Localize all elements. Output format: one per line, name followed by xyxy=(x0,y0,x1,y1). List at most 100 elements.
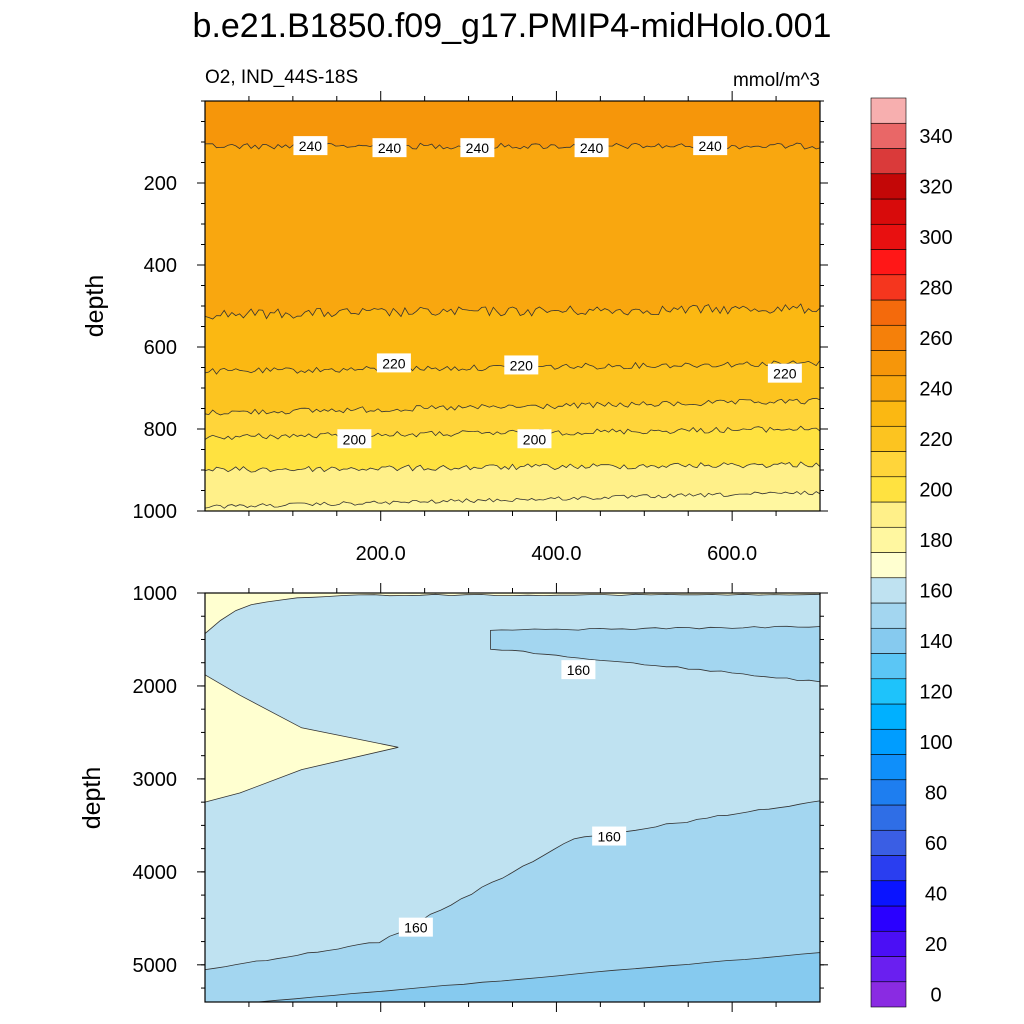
colorbar-swatch-230 xyxy=(870,400,907,427)
upper-contour-label-4: 240 xyxy=(693,136,728,156)
contour-label-text: 160 xyxy=(597,829,621,845)
colorbar-swatch-280 xyxy=(870,274,907,301)
lower-y-tick-label: 4000 xyxy=(133,862,178,884)
lower-band-150-deep xyxy=(204,800,821,1003)
colorbar-tick-label: 240 xyxy=(919,378,952,400)
colorbar-tick-label: 40 xyxy=(925,883,947,905)
upper-contour-label-9: 200 xyxy=(517,429,552,449)
contour-label-text: 220 xyxy=(773,366,797,382)
contour-label-bg xyxy=(376,353,411,373)
upper-contour-label-0: 240 xyxy=(293,136,328,156)
units-label: mmol/m^3 xyxy=(733,70,820,91)
colorbar-swatch-50 xyxy=(870,855,907,882)
colorbar-tick-label: 80 xyxy=(925,782,947,804)
upper-contour-line xyxy=(204,490,821,509)
lower-contour-label-1: 160 xyxy=(592,826,627,846)
colorbar-swatch-340 xyxy=(870,122,907,149)
colorbar-tick-label: 120 xyxy=(919,681,952,703)
colorbar-swatch-10 xyxy=(870,956,907,983)
upper-contour-label-7: 220 xyxy=(767,363,802,383)
lower-contour-fill xyxy=(204,592,821,1003)
lower-axis-ticks: 1000 2000 3000 4000 5000 xyxy=(133,583,828,1012)
contour-label-bg xyxy=(517,429,552,449)
colorbar-tick-label: 200 xyxy=(919,479,952,501)
colorbar-swatch-200 xyxy=(870,476,907,503)
upper-y-tick-label: 400 xyxy=(144,255,177,277)
contour-label-bg xyxy=(561,660,596,680)
colorbar-swatch-310 xyxy=(870,198,907,225)
lower-band-170-tongue xyxy=(204,674,399,803)
colorbar-tick-label: 20 xyxy=(925,934,947,956)
colorbar-swatch-80 xyxy=(870,779,907,806)
contour-label-bg xyxy=(592,826,627,846)
colorbar-swatch-0 xyxy=(870,981,907,1008)
contour-label-bg xyxy=(337,429,372,449)
colorbar-swatch-120 xyxy=(870,678,907,705)
lower-band-170-top xyxy=(204,592,821,635)
lower-contour-labels: 160 160 160 xyxy=(398,660,627,937)
contour-label-bg xyxy=(504,355,539,375)
upper-contour-label-5: 220 xyxy=(376,353,411,373)
colorbar-swatch-160 xyxy=(870,577,907,604)
contour-label-text: 200 xyxy=(523,431,547,447)
colorbar-swatch-210 xyxy=(870,451,907,478)
colorbar-swatch-250 xyxy=(870,350,907,377)
contour-label-bg xyxy=(693,136,728,156)
upper-y-axis-label: depth xyxy=(81,275,109,338)
colorbar-tick-label: 140 xyxy=(919,631,952,653)
upper-axis-ticks: 200 400 600 800 1000 200.0 400.0 600.0 xyxy=(133,91,828,565)
colorbar-swatch-300 xyxy=(870,223,907,250)
colorbar-tick-label: 320 xyxy=(919,176,952,198)
upper-contour-line xyxy=(204,303,821,320)
lower-panel: 160 160 160 1000 2000 3000 4000 5000 depth xyxy=(78,583,828,1012)
colorbar-swatch-40 xyxy=(870,880,907,907)
lower-y-tick-label: 1000 xyxy=(133,583,178,605)
lower-contour-label-0: 160 xyxy=(561,660,596,680)
colorbar-swatch-110 xyxy=(870,703,907,730)
colorbar-swatch-140 xyxy=(870,627,907,654)
contour-label-bg xyxy=(293,136,328,156)
colorbar-swatch-320 xyxy=(870,173,907,200)
colorbar-swatch-220 xyxy=(870,425,907,452)
lower-y-tick-label: 2000 xyxy=(133,676,178,698)
colorbar-swatch-180 xyxy=(870,526,907,553)
colorbar-tick-label: 60 xyxy=(925,833,947,855)
contour-label-text: 160 xyxy=(404,920,428,936)
contour-label-text: 240 xyxy=(580,140,604,156)
colorbar-swatch-170 xyxy=(870,552,907,579)
colorbar-tick-label: 280 xyxy=(919,277,952,299)
upper-x-tick-label: 400.0 xyxy=(531,543,581,565)
upper-contour-line xyxy=(204,397,821,416)
lower-y-axis-label: depth xyxy=(78,767,106,830)
contour-label-text: 240 xyxy=(698,138,722,154)
upper-contour-label-2: 240 xyxy=(460,138,495,158)
colorbar-tick-label: 100 xyxy=(919,732,952,754)
upper-contour-label-3: 240 xyxy=(574,138,609,158)
colorbar-swatch-90 xyxy=(870,754,907,781)
contour-label-text: 240 xyxy=(299,138,323,154)
lower-y-tick-label: 5000 xyxy=(133,955,178,977)
colorbar-tick-label: 220 xyxy=(919,429,952,451)
colorbar-swatch-260 xyxy=(870,324,907,351)
upper-band-240 xyxy=(205,101,820,319)
lower-contour-label-2: 160 xyxy=(398,917,433,937)
colorbar-swatch-100 xyxy=(870,728,907,755)
colorbar-swatch-20 xyxy=(870,930,907,957)
upper-contour-label-1: 240 xyxy=(372,138,407,158)
contour-label-text: 160 xyxy=(567,662,591,678)
colorbar-tick-label: 0 xyxy=(930,984,941,1006)
colorbar-tick-label: 160 xyxy=(919,580,952,602)
colorbar: 0 20 40 60 80 100 120 140 160 180 200 220 240 260 280 3… xyxy=(870,97,953,1008)
colorbar-tick-label: 340 xyxy=(919,126,952,148)
colorbar-swatch-130 xyxy=(870,653,907,680)
contour-label-bg xyxy=(767,363,802,383)
upper-y-tick-label: 200 xyxy=(144,173,177,195)
upper-contour-fill xyxy=(205,101,820,511)
colorbar-swatch-330 xyxy=(870,148,907,175)
upper-contour-labels: 240 240 240 240 240 220 220 220 200 200 xyxy=(293,136,802,449)
upper-contour-label-6: 220 xyxy=(504,355,539,375)
upper-contour-line xyxy=(204,461,821,473)
colorbar-swatch-150 xyxy=(870,602,907,629)
colorbar-swatch-30 xyxy=(870,905,907,932)
